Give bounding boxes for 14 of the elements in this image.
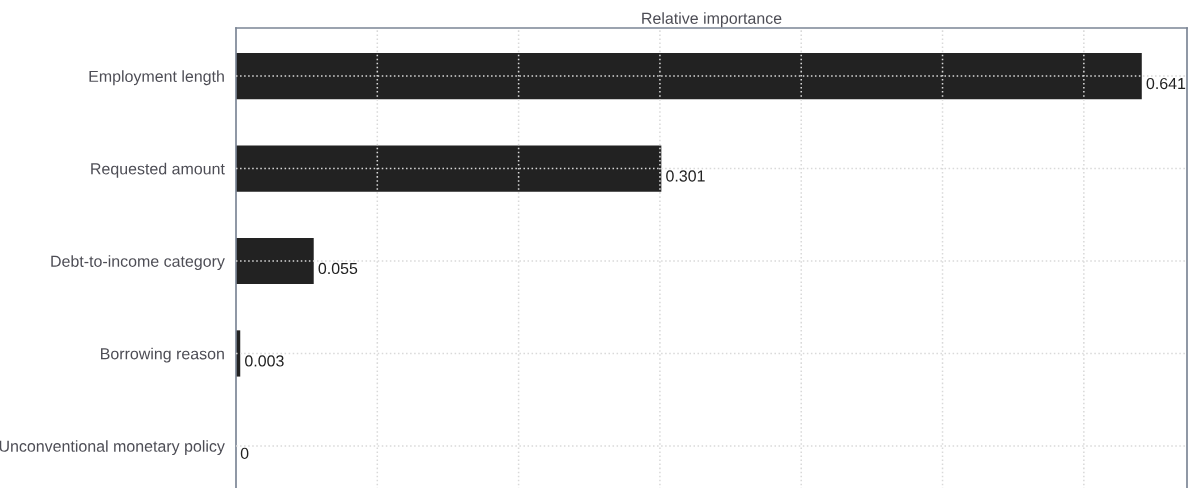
data-label: 0.055 <box>318 262 358 275</box>
data-label: 0 <box>240 447 249 460</box>
y-tick-label: Unconventional monetary policy <box>0 440 225 456</box>
y-tick-label: Borrowing reason <box>101 347 224 363</box>
bar <box>236 237 314 285</box>
bar <box>236 145 662 192</box>
bar <box>236 52 1142 100</box>
y-tick-label: Debt-to-income category <box>51 255 225 271</box>
data-label: 0.003 <box>245 355 284 367</box>
y-tick-label: Employment length <box>89 70 224 86</box>
y-tick-label: Requested amount <box>91 162 225 178</box>
data-label: 0.641 <box>1146 77 1186 90</box>
chart-title: Relative importance <box>642 12 782 28</box>
data-label: 0.301 <box>666 170 705 182</box>
